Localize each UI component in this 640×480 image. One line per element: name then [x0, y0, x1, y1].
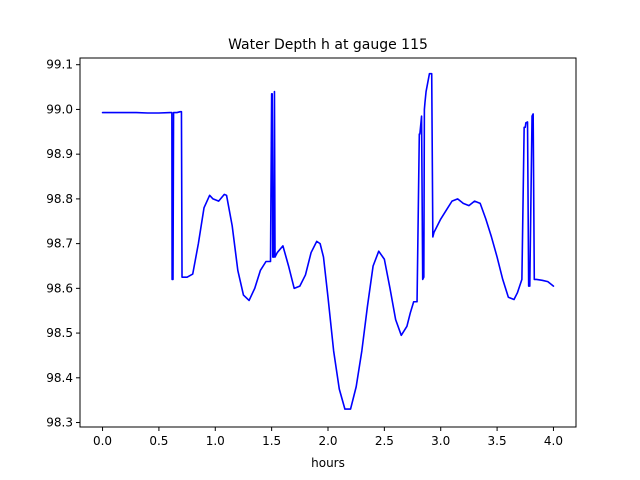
- y-tick-label: 98.3: [46, 416, 73, 430]
- x-tick-label: 2.5: [375, 434, 394, 448]
- x-axis-label: hours: [311, 456, 345, 470]
- y-tick-label: 98.7: [46, 237, 73, 251]
- y-tick-label: 98.4: [46, 371, 73, 385]
- chart-title: Water Depth h at gauge 115: [228, 37, 428, 53]
- x-tick-label: 1.5: [262, 434, 281, 448]
- y-tick-label: 98.8: [46, 192, 73, 206]
- plot-area: [79, 57, 577, 428]
- y-tick-label: 98.9: [46, 147, 73, 161]
- x-tick-label: 0.5: [149, 434, 168, 448]
- y-tick-label: 99.1: [46, 58, 73, 72]
- x-tick-label: 3.0: [431, 434, 450, 448]
- y-tick-label: 98.5: [46, 326, 73, 340]
- x-tick-label: 1.0: [206, 434, 225, 448]
- x-tick-label: 0.0: [93, 434, 112, 448]
- x-tick-label: 2.0: [318, 434, 337, 448]
- y-axis: 98.3 98.4 98.5 98.6 98.7 98.8 98.9 99.0 99.1: [46, 58, 80, 430]
- series-line: [101, 72, 555, 410]
- x-axis: 0.0 0.5 1.0 1.5 2.0 2.5 3.0 3.5 4.0: [93, 427, 563, 448]
- y-tick-label: 99.0: [46, 102, 73, 116]
- y-tick-label: 98.6: [46, 281, 73, 295]
- x-tick-label: 4.0: [544, 434, 563, 448]
- x-tick-label: 3.5: [488, 434, 507, 448]
